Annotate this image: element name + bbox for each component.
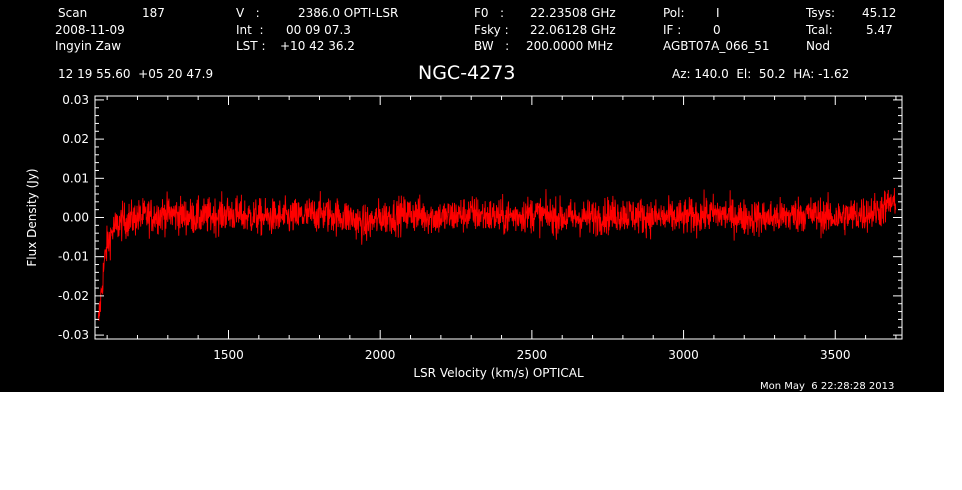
spectrum-plot: 1500 2000 2500 3000 3500 -0.03 -0.02 -0.01 0.00 0… <box>25 93 903 380</box>
spectrum-series-line <box>97 187 897 321</box>
scan-label: Scan <box>58 6 88 20</box>
observation-date: 2008-11-09 <box>55 23 125 37</box>
observing-mode: Nod <box>806 39 830 53</box>
f0-value: 22.23508 GHz <box>530 6 616 20</box>
y-tick-label: -0.03 <box>58 328 89 342</box>
y-tick-label: 0.01 <box>62 171 89 185</box>
integration-value: 00 09 07.3 <box>286 23 351 37</box>
x-tick-label: 1500 <box>213 348 244 362</box>
tsys-label: Tsys: <box>806 6 835 20</box>
lst-value: +10 42 36.2 <box>280 39 355 53</box>
x-tick-label: 3000 <box>668 348 699 362</box>
lst-label: LST : <box>236 39 266 53</box>
y-tick-label: 0.02 <box>62 132 89 146</box>
polarization-value: I <box>716 6 720 20</box>
y-tick-label: -0.02 <box>58 289 89 303</box>
fsky-value: 22.06128 GHz <box>530 23 616 37</box>
scan-number: 187 <box>142 6 165 20</box>
if-label: IF : <box>663 23 682 37</box>
observer-name: Ingyin Zaw <box>55 39 122 53</box>
az-el-ha: Az: 140.0 El: 50.2 HA: -1.62 <box>672 67 850 81</box>
x-tick-label: 3500 <box>820 348 851 362</box>
x-tick-label: 2000 <box>365 348 396 362</box>
integration-label: Int : <box>236 23 264 37</box>
polarization-label: Pol: <box>663 6 685 20</box>
bandwidth-value: 200.0000 MHz <box>526 39 613 53</box>
fsky-label: Fsky : <box>474 23 509 37</box>
tcal-value: 5.47 <box>866 23 893 37</box>
f0-label: F0 : <box>474 6 505 20</box>
y-tick-label: -0.01 <box>58 250 89 264</box>
x-tick-label: 2500 <box>517 348 548 362</box>
x-axis-label: LSR Velocity (km/s) OPTICAL <box>413 366 584 380</box>
velocity-value: 2386.0 OPTI-LSR <box>298 6 399 20</box>
y-tick-label: 0.03 <box>62 93 89 107</box>
spectrum-panel: Scan 187 2008-11-09 Ingyin Zaw V : 2386.… <box>0 0 944 392</box>
tsys-value: 45.12 <box>862 6 897 20</box>
bandwidth-label: BW : <box>474 39 510 53</box>
source-coordinates: 12 19 55.60 +05 20 47.9 <box>58 67 214 81</box>
y-axis-label: Flux Density (Jy) <box>25 168 39 266</box>
if-value: 0 <box>713 23 721 37</box>
y-tick-label: 0.00 <box>62 211 89 225</box>
velocity-label: V : <box>236 6 260 20</box>
project-id: AGBT07A_066_51 <box>663 39 770 53</box>
chart-title: NGC-4273 <box>418 62 516 84</box>
tcal-label: Tcal: <box>806 23 833 37</box>
render-timestamp: Mon May 6 22:28:28 2013 <box>760 381 895 392</box>
